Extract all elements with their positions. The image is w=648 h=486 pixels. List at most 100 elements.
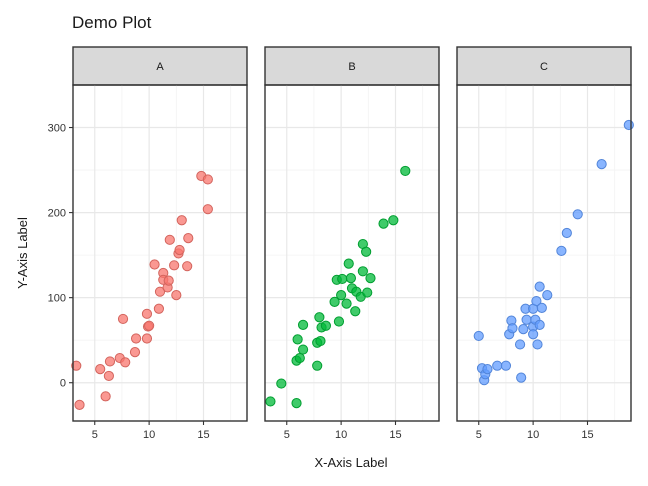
x-tick-label: 10 [527,429,539,441]
y-axis: 0 100 200 300 [48,123,73,390]
y-tick-label: 200 [48,208,66,220]
data-point [357,266,368,277]
y-tick-label: 0 [60,378,66,390]
data-point [378,218,389,229]
data-point [350,306,361,317]
x-tick-label: 5 [284,429,290,441]
data-point [518,324,529,335]
data-point [169,260,180,271]
x-tick-label: 15 [389,429,401,441]
x-axis-title: X-Axis Label [315,455,388,470]
data-point [320,320,331,331]
data-point [103,370,114,382]
data-point [329,296,340,308]
data-point [315,335,326,347]
facet-strip-label: A [156,61,164,73]
data-point [514,339,526,350]
data-point [333,316,345,327]
data-point [171,290,182,301]
data-point [297,344,309,355]
data-point [623,119,634,131]
data-point [556,245,567,256]
data-point [202,174,213,185]
data-point [129,346,141,358]
data-point [337,273,348,285]
y-tick-label: 300 [48,123,66,135]
data-point [500,360,512,371]
panel-border [264,84,440,422]
data-point [95,364,106,375]
data-point [534,319,545,330]
chart-title: Demo Plot [72,13,152,32]
data-point [265,396,276,407]
data-point [516,372,527,383]
data-point [183,233,194,244]
data-point [292,334,303,345]
data-point [365,272,376,284]
panel-c: C 5 10 15 [456,46,634,441]
facet-strip [456,46,632,86]
panel-b: B 5 10 15 [264,46,440,441]
data-point [297,319,309,330]
data-point [202,204,213,215]
data-point [542,290,553,301]
data-point [561,227,572,239]
data-point [176,215,187,226]
data-point [388,215,399,226]
data-point [312,360,323,371]
panel-border [456,84,632,422]
data-point [507,323,518,334]
data-point [164,234,175,245]
data-point [492,360,503,371]
data-point [361,246,372,257]
y-tick-label: 100 [48,293,66,305]
x-tick-label: 10 [143,429,155,441]
panel-a: A 5 10 15 [71,46,248,441]
data-point [572,209,583,220]
panel-border [72,84,248,422]
data-point [528,329,539,340]
data-point [336,290,347,301]
data-point [100,391,111,402]
data-point [534,281,545,292]
data-point [174,244,185,256]
data-point [74,399,85,410]
data-point [130,333,142,344]
data-point [104,356,116,367]
data-point [276,378,287,389]
data-point [473,330,484,342]
data-point [117,313,129,325]
facet-strip [72,46,248,86]
data-point [531,295,542,307]
data-point [71,360,82,371]
data-point [141,333,153,344]
x-tick-label: 15 [197,429,209,441]
data-point [400,165,411,177]
data-point [291,398,302,409]
data-point [149,259,160,270]
data-point [154,286,166,297]
y-axis-title: Y-Axis Label [15,217,30,289]
data-point [341,298,352,309]
x-tick-label: 15 [581,429,593,441]
data-point [343,258,354,269]
data-point [153,303,165,314]
data-point [596,159,607,170]
data-point [345,272,357,284]
data-point [144,320,155,331]
data-point [141,308,153,319]
facet-strip [264,46,440,86]
data-point [532,339,543,350]
facet-strip-label: B [348,61,355,73]
x-tick-label: 10 [335,429,347,441]
data-point [182,261,193,272]
x-tick-label: 5 [476,429,482,441]
facet-panels: A 5 10 15 B 5 10 15 C 5 10 15 [71,46,634,441]
x-tick-label: 5 [92,429,98,441]
data-point [362,287,373,298]
data-point [482,364,493,375]
data-point [294,352,305,364]
data-point [314,312,325,323]
data-point [536,302,547,313]
